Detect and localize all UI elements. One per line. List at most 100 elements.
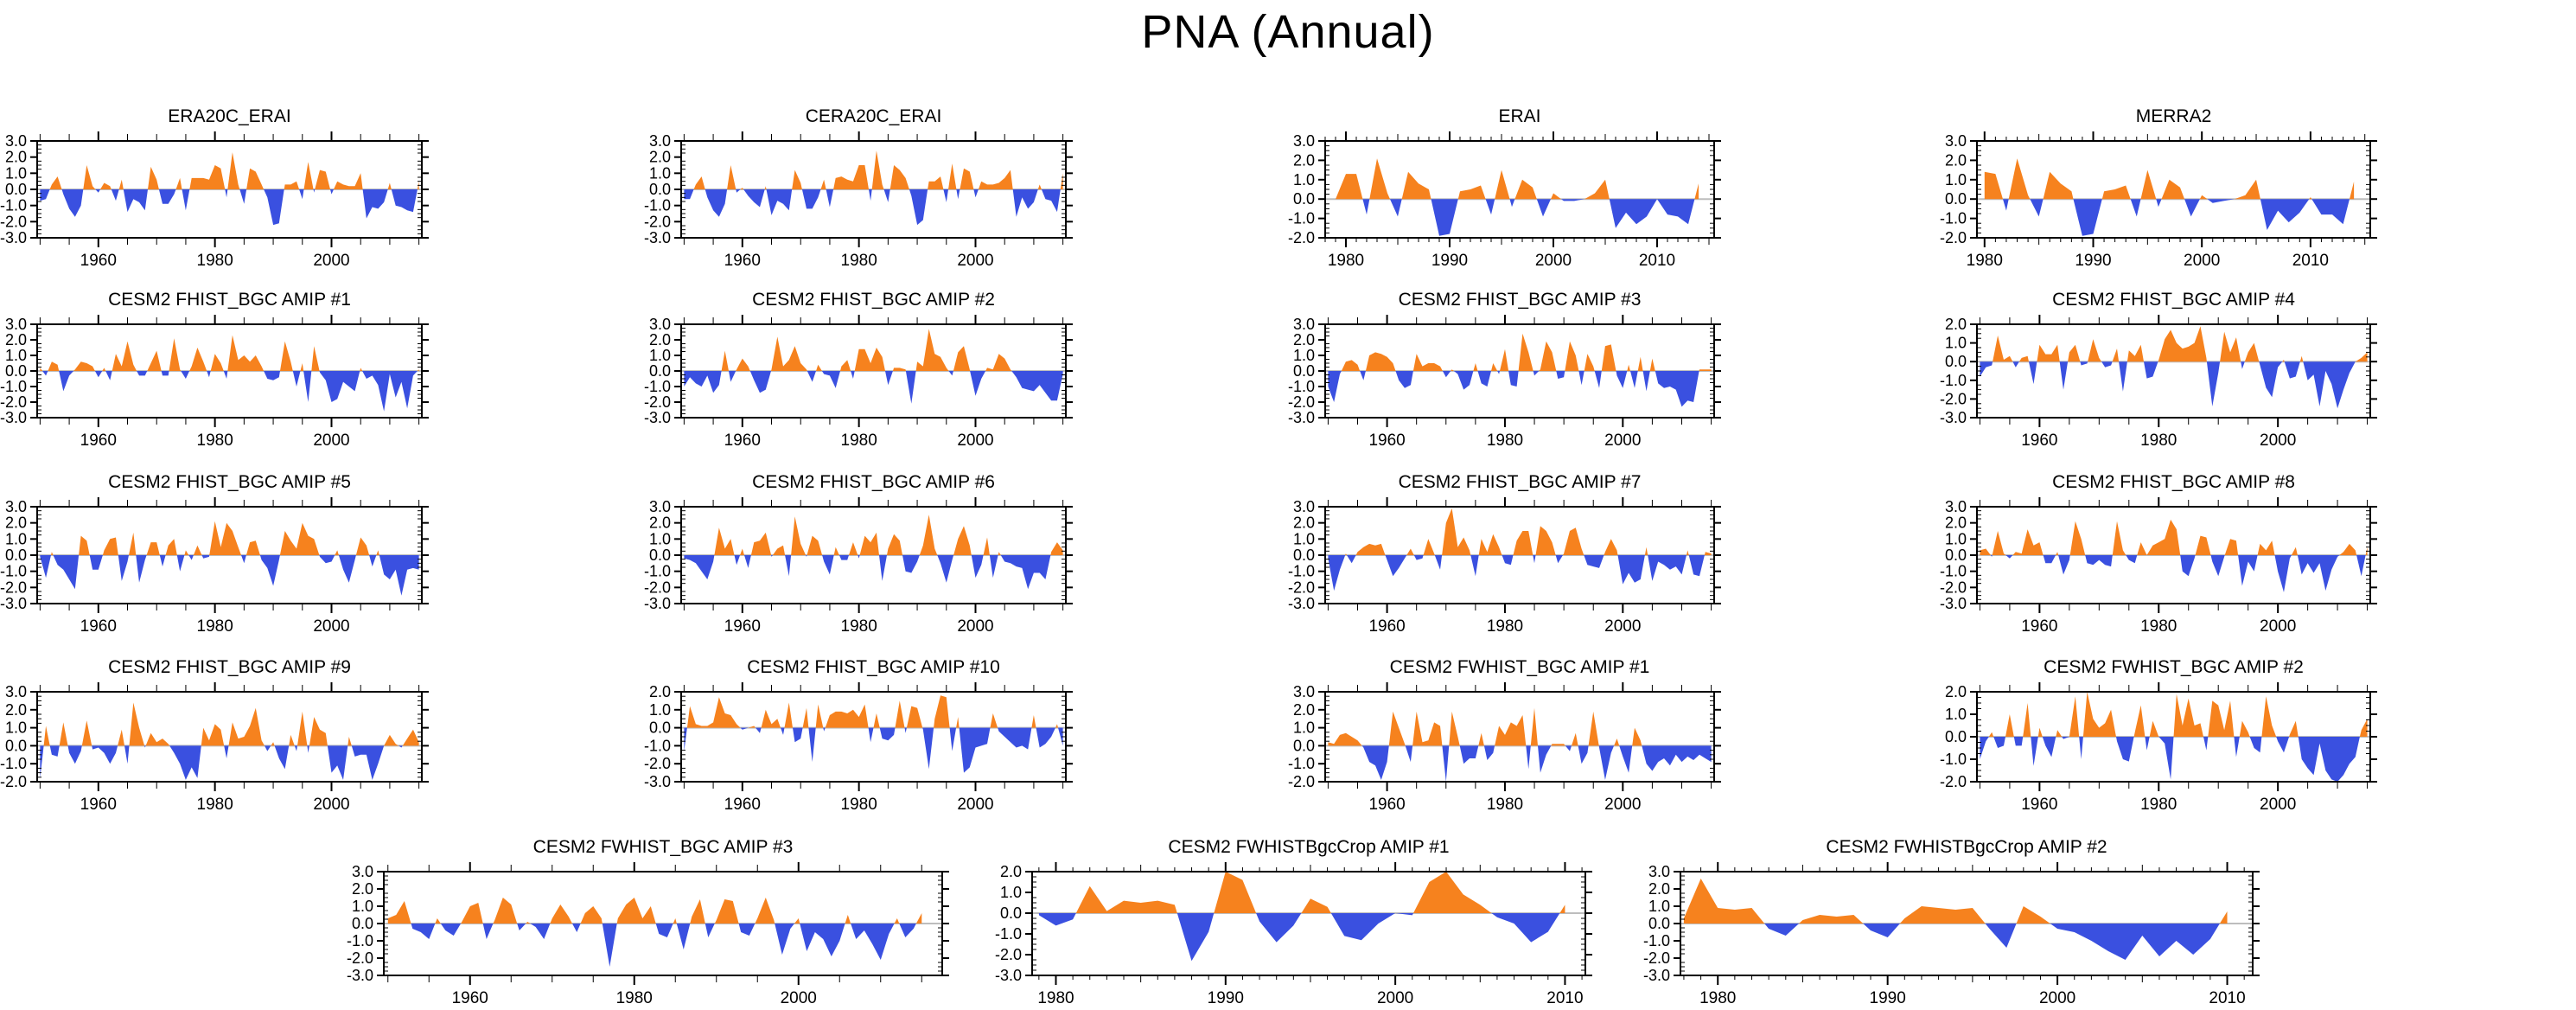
x-tick-label: 1960 bbox=[452, 989, 488, 1007]
x-tick-label: 2010 bbox=[2292, 252, 2329, 270]
y-tick-label: -2.0 bbox=[1288, 579, 1315, 596]
y-tick-label: 1.0 bbox=[1293, 530, 1315, 547]
x-tick-label: 2010 bbox=[1546, 989, 1583, 1007]
y-tick-label: 2.0 bbox=[649, 683, 671, 700]
positive-anomaly-area bbox=[1038, 872, 1565, 913]
x-tick-label: 1960 bbox=[80, 617, 117, 636]
y-tick-label: 3.0 bbox=[5, 683, 27, 700]
x-tick-label: 1990 bbox=[1870, 989, 1906, 1007]
y-tick-label: 0.0 bbox=[649, 362, 671, 380]
y-tick-label: 2.0 bbox=[1945, 151, 1967, 169]
x-tick-label: 1980 bbox=[616, 989, 653, 1007]
y-tick-label: 0.0 bbox=[5, 737, 27, 754]
x-tick-label: 2000 bbox=[2039, 989, 2075, 1007]
x-tick-label: 2000 bbox=[2260, 431, 2296, 450]
y-tick-label: -1.0 bbox=[644, 737, 671, 754]
y-tick-label: -3.0 bbox=[644, 773, 671, 790]
subplot-0: -3.0-2.0-1.00.01.02.03.0 1960 1980 2000 bbox=[0, 131, 429, 270]
y-tick-label: -2.0 bbox=[0, 393, 27, 411]
positive-anomaly-area bbox=[1336, 158, 1699, 200]
y-tick-label: 3.0 bbox=[1945, 132, 1967, 150]
positive-anomaly-area bbox=[684, 695, 1063, 728]
y-tick-label: 0.0 bbox=[1293, 737, 1315, 754]
x-tick-label: 1990 bbox=[1208, 989, 1244, 1007]
x-tick-label: 2000 bbox=[781, 989, 817, 1007]
x-tick-label: 1960 bbox=[724, 252, 761, 270]
x-tick-label: 2000 bbox=[957, 252, 993, 270]
negative-anomaly-area bbox=[1328, 745, 1712, 782]
y-tick-label: -2.0 bbox=[644, 213, 671, 230]
y-tick-label: 0.0 bbox=[1945, 190, 1967, 208]
negative-anomaly-area bbox=[684, 555, 1063, 590]
y-tick-label: 0.0 bbox=[1293, 190, 1315, 208]
negative-anomaly-area bbox=[684, 371, 1063, 404]
y-tick-label: 1.0 bbox=[649, 164, 671, 182]
x-tick-label: 1960 bbox=[1368, 431, 1405, 450]
x-tick-label: 1980 bbox=[1487, 617, 1523, 636]
y-tick-label: 0.0 bbox=[1945, 353, 1967, 370]
positive-anomaly-area bbox=[1984, 158, 2355, 200]
subplot-13: -3.0-2.0-1.00.01.02.0 1960 1980 2000 bbox=[644, 682, 1073, 814]
x-tick-label: 1980 bbox=[841, 617, 877, 636]
y-tick-label: 2.0 bbox=[649, 331, 671, 348]
x-tick-label: 1980 bbox=[197, 431, 233, 450]
subplot-title: ERAI bbox=[1498, 106, 1541, 126]
y-tick-label: 3.0 bbox=[649, 316, 671, 333]
subplot-title: CESM2 FWHIST_BGC AMIP #2 bbox=[2044, 657, 2304, 677]
x-tick-label: 2000 bbox=[313, 252, 349, 270]
x-tick-label: 1960 bbox=[80, 796, 117, 814]
y-tick-label: 1.0 bbox=[5, 719, 27, 737]
negative-anomaly-area bbox=[1980, 555, 2368, 592]
subplot-title: MERRA2 bbox=[2135, 106, 2212, 126]
y-tick-label: 0.0 bbox=[1945, 547, 1967, 564]
subplot-title: CESM2 FHIST_BGC AMIP #10 bbox=[747, 657, 1000, 677]
y-tick-label: 2.0 bbox=[1000, 863, 1022, 880]
subplot-title: CESM2 FHIST_BGC AMIP #1 bbox=[108, 290, 351, 310]
positive-anomaly-area bbox=[1980, 519, 2368, 555]
subplot-18: -3.0-2.0-1.00.01.02.03.0 1980 1990 2000 2010 bbox=[1643, 862, 2260, 1007]
figure-title: PNA (Annual) bbox=[1141, 6, 1435, 58]
y-tick-label: 3.0 bbox=[5, 132, 27, 150]
subplot-title: CESM2 FHIST_BGC AMIP #7 bbox=[1398, 472, 1642, 492]
y-tick-label: 2.0 bbox=[1293, 151, 1315, 169]
negative-anomaly-area bbox=[1980, 361, 2368, 409]
x-tick-label: 1960 bbox=[724, 431, 761, 450]
y-tick-label: 2.0 bbox=[1293, 331, 1315, 348]
y-tick-label: -2.0 bbox=[0, 773, 27, 790]
y-tick-label: -3.0 bbox=[1940, 595, 1967, 612]
y-tick-label: 0.0 bbox=[1945, 728, 1967, 745]
y-tick-label: 0.0 bbox=[1000, 905, 1022, 922]
x-tick-label: 1980 bbox=[1487, 796, 1523, 814]
x-tick-label: 2000 bbox=[957, 617, 993, 636]
positive-anomaly-area bbox=[1328, 508, 1712, 555]
y-tick-label: -2.0 bbox=[644, 393, 671, 411]
y-tick-label: -1.0 bbox=[0, 755, 27, 772]
x-tick-label: 2010 bbox=[2209, 989, 2245, 1007]
y-tick-label: -3.0 bbox=[1288, 409, 1315, 426]
y-tick-label: 2.0 bbox=[5, 331, 27, 348]
x-tick-label: 2000 bbox=[957, 431, 993, 450]
x-tick-label: 2000 bbox=[2260, 617, 2296, 636]
positive-anomaly-area bbox=[1683, 879, 2228, 924]
subplot-8: -3.0-2.0-1.00.01.02.03.0 1960 1980 2000 bbox=[0, 497, 429, 636]
negative-anomaly-area bbox=[40, 555, 419, 596]
subplot-4: -3.0-2.0-1.00.01.02.03.0 1960 1980 2000 bbox=[0, 315, 429, 450]
y-tick-label: -3.0 bbox=[1940, 409, 1967, 426]
x-tick-label: 1980 bbox=[2140, 617, 2177, 636]
x-tick-label: 1960 bbox=[2021, 796, 2057, 814]
subplot-title: CESM2 FHIST_BGC AMIP #9 bbox=[108, 657, 351, 677]
y-tick-label: 1.0 bbox=[1293, 719, 1315, 737]
x-tick-label: 1990 bbox=[2075, 252, 2111, 270]
subplot-10: -3.0-2.0-1.00.01.02.03.0 1960 1980 2000 bbox=[1288, 497, 1721, 636]
y-tick-label: 2.0 bbox=[5, 149, 27, 166]
y-tick-label: -2.0 bbox=[1288, 773, 1315, 790]
y-tick-label: 1.0 bbox=[1945, 335, 1967, 352]
subplot-title: CESM2 FHIST_BGC AMIP #8 bbox=[2052, 472, 2295, 492]
x-tick-label: 1980 bbox=[2140, 796, 2177, 814]
subplot-16: -3.0-2.0-1.00.01.02.03.0 1960 1980 2000 bbox=[347, 862, 949, 1007]
y-tick-label: -3.0 bbox=[0, 595, 27, 612]
x-tick-label: 1980 bbox=[1037, 989, 1074, 1007]
x-tick-label: 1960 bbox=[2021, 431, 2057, 450]
negative-anomaly-area bbox=[1683, 924, 2228, 960]
y-tick-label: -2.0 bbox=[1288, 393, 1315, 411]
